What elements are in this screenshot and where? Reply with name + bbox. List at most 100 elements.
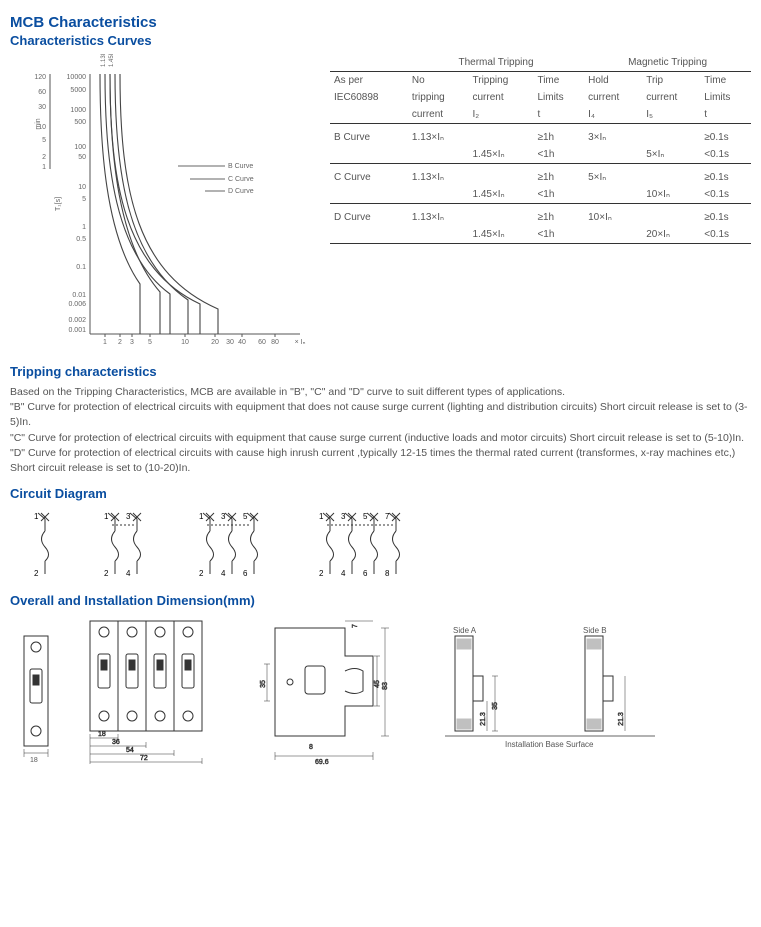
heading-tripping: Tripping characteristics xyxy=(10,364,751,379)
svg-text:6: 6 xyxy=(363,569,368,578)
circuit-1p: 1 2 xyxy=(30,509,60,579)
svg-text:21.3: 21.3 xyxy=(618,712,625,726)
svg-text:80: 80 xyxy=(271,339,279,346)
svg-text:8: 8 xyxy=(385,569,390,578)
svg-text:Installation Base Surface: Installation Base Surface xyxy=(505,740,594,749)
circuit-diagrams: 1 2 1 3 2 4 xyxy=(30,509,751,579)
dim-1p-front: 18 xyxy=(10,631,60,769)
svg-text:60: 60 xyxy=(258,339,266,346)
svg-text:3: 3 xyxy=(126,512,131,521)
svg-text:min: min xyxy=(35,118,42,129)
svg-text:72: 72 xyxy=(140,755,148,762)
svg-text:2: 2 xyxy=(34,569,39,578)
svg-text:4: 4 xyxy=(126,569,131,578)
svg-text:1: 1 xyxy=(319,512,324,521)
row-b-name: B Curve xyxy=(330,124,408,147)
svg-text:3: 3 xyxy=(221,512,226,521)
svg-text:1: 1 xyxy=(103,339,107,346)
svg-text:2: 2 xyxy=(319,569,324,578)
dim-side-profile: 83 45 35 7 8 69.6 xyxy=(245,616,415,769)
dim-install-sides: Side A Side B 35 21.3 21.3 Installation … xyxy=(435,621,665,769)
svg-text:C Curve: C Curve xyxy=(228,176,254,183)
p1: Based on the Tripping Characteristics, M… xyxy=(10,385,751,400)
svg-text:30: 30 xyxy=(38,104,46,111)
dim-4p-front: 18 36 54 72 xyxy=(80,616,225,769)
svg-text:21.3: 21.3 xyxy=(480,712,487,726)
svg-text:18: 18 xyxy=(30,757,38,764)
svg-text:5000: 5000 xyxy=(70,87,86,94)
svg-text:120: 120 xyxy=(34,74,46,81)
svg-text:2: 2 xyxy=(104,569,109,578)
circuit-4p: 1357 2468 xyxy=(315,509,420,579)
row-c-name: C Curve xyxy=(330,164,408,187)
svg-text:0.1: 0.1 xyxy=(76,264,86,271)
svg-text:5: 5 xyxy=(363,512,368,521)
dimension-drawings: 18 18 36 xyxy=(10,616,751,769)
svg-text:1: 1 xyxy=(104,512,109,521)
svg-text:8: 8 xyxy=(309,744,313,751)
svg-text:Side B: Side B xyxy=(583,626,607,635)
circuit-2p: 1 3 2 4 xyxy=(100,509,155,579)
svg-text:0.001: 0.001 xyxy=(68,327,86,334)
svg-text:3: 3 xyxy=(130,339,134,346)
svg-text:1: 1 xyxy=(42,164,46,171)
svg-text:2: 2 xyxy=(42,154,46,161)
svg-text:5: 5 xyxy=(42,137,46,144)
svg-text:10: 10 xyxy=(78,184,86,191)
svg-text:× Iₙ: × Iₙ xyxy=(295,339,306,346)
svg-text:0.5: 0.5 xyxy=(76,236,86,243)
heading-circuit: Circuit Diagram xyxy=(10,486,751,501)
svg-text:83: 83 xyxy=(382,682,389,690)
heading-main: MCB Characteristics xyxy=(10,14,751,31)
heading-curves: Characteristics Curves xyxy=(10,33,751,48)
svg-text:1000: 1000 xyxy=(70,107,86,114)
svg-text:2: 2 xyxy=(118,339,122,346)
svg-text:4: 4 xyxy=(341,569,346,578)
svg-text:18: 18 xyxy=(98,731,106,738)
svg-text:1.13In: 1.13In xyxy=(101,54,107,67)
th-tripcur-1: Tripping xyxy=(469,72,534,90)
heading-dimension: Overall and Installation Dimension(mm) xyxy=(10,593,751,608)
characteristics-chart: 120 60 30 10 5 2 1 min 10000 5000 1000 5… xyxy=(10,54,310,354)
svg-text:5: 5 xyxy=(82,196,86,203)
th-thermal: Thermal Tripping xyxy=(408,54,584,72)
svg-text:4: 4 xyxy=(221,569,226,578)
svg-text:6: 6 xyxy=(243,569,248,578)
p2: "B" Curve for protection of electrical c… xyxy=(10,400,751,430)
svg-text:1: 1 xyxy=(34,512,39,521)
p4: "D" Curve for protection of electrical c… xyxy=(10,446,751,476)
svg-text:B Curve: B Curve xyxy=(228,163,253,170)
svg-text:20: 20 xyxy=(211,339,219,346)
circuit-3p: 135 246 xyxy=(195,509,275,579)
svg-text:35: 35 xyxy=(492,702,499,710)
svg-text:0.002: 0.002 xyxy=(68,317,86,324)
th-hold-1: Hold xyxy=(584,72,642,90)
svg-text:35: 35 xyxy=(260,680,267,688)
svg-text:0.006: 0.006 xyxy=(68,301,86,308)
svg-text:5: 5 xyxy=(148,339,152,346)
svg-text:54: 54 xyxy=(126,747,134,754)
svg-text:50: 50 xyxy=(78,154,86,161)
th-timem-1: Time xyxy=(700,72,751,90)
svg-text:0.01: 0.01 xyxy=(72,292,86,299)
svg-text:7: 7 xyxy=(352,624,359,628)
th-asper-1: As per xyxy=(330,72,408,90)
svg-text:60: 60 xyxy=(38,89,46,96)
svg-text:10000: 10000 xyxy=(67,74,87,81)
th-trip-1: Trip xyxy=(642,72,700,90)
svg-text:69.6: 69.6 xyxy=(315,759,329,766)
svg-text:5: 5 xyxy=(243,512,248,521)
th-notrip-1: No xyxy=(408,72,469,90)
p3: "C" Curve for protection of electrical c… xyxy=(10,431,751,446)
svg-text:10: 10 xyxy=(181,339,189,346)
svg-text:1: 1 xyxy=(199,512,204,521)
tripping-table: Thermal Tripping Magnetic Tripping As pe… xyxy=(330,54,751,354)
svg-text:1.45In: 1.45In xyxy=(109,54,115,67)
svg-text:D Curve: D Curve xyxy=(228,188,254,195)
svg-text:100: 100 xyxy=(74,144,86,151)
svg-text:36: 36 xyxy=(112,739,120,746)
th-magnetic: Magnetic Tripping xyxy=(584,54,751,72)
svg-text:T₁[s]: T₁[s] xyxy=(55,197,62,211)
svg-text:45: 45 xyxy=(374,680,381,688)
svg-text:500: 500 xyxy=(74,119,86,126)
